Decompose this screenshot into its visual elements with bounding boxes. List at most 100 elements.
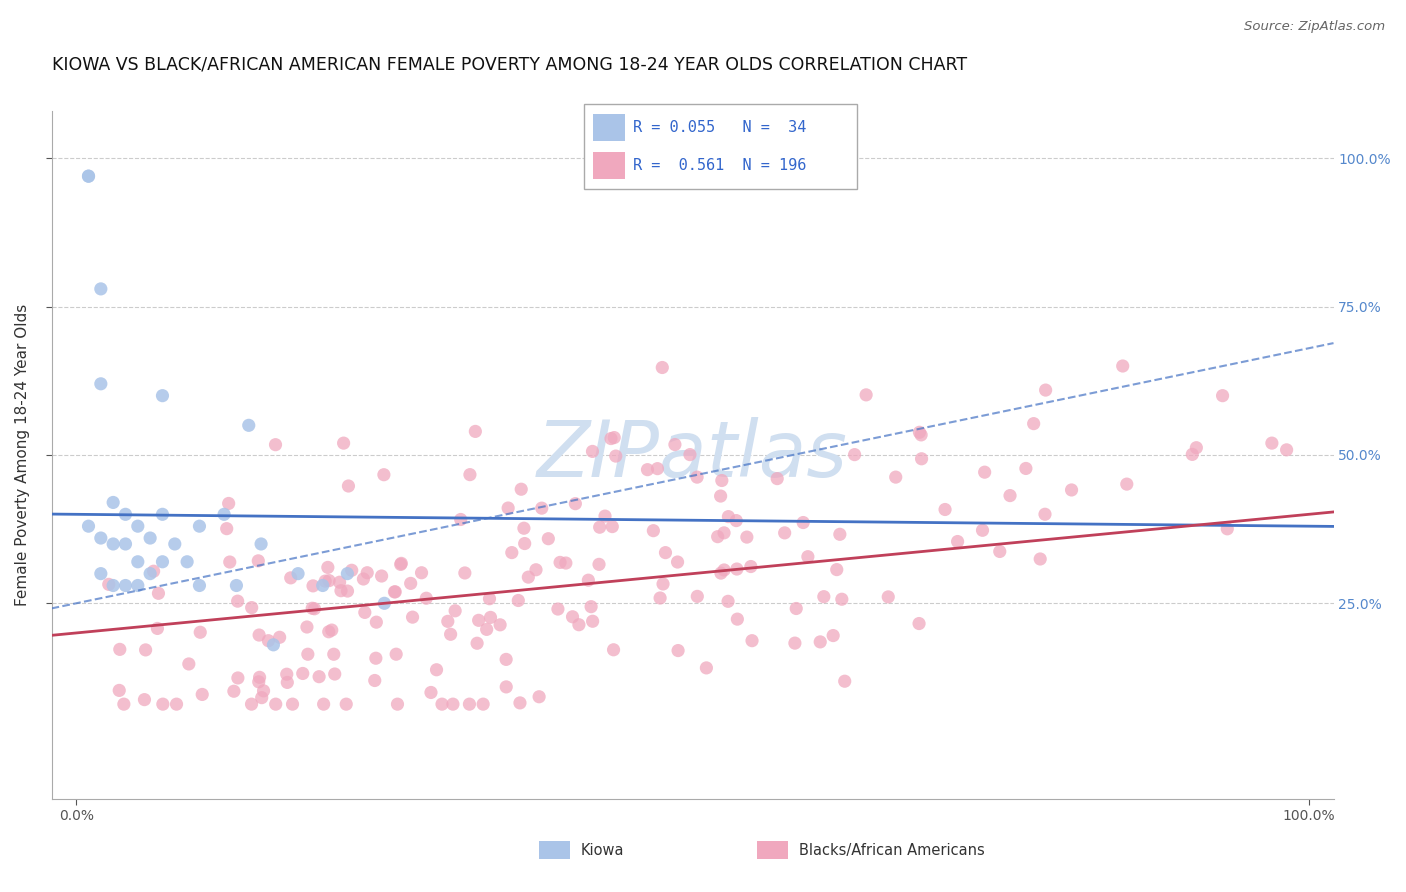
Text: Kiowa: Kiowa bbox=[581, 843, 624, 858]
Point bbox=[766, 472, 789, 486]
Point bbox=[666, 643, 689, 657]
Point bbox=[114, 508, 136, 522]
Point bbox=[269, 630, 291, 644]
Point bbox=[127, 555, 149, 569]
Point bbox=[148, 586, 170, 600]
Point bbox=[364, 673, 387, 688]
Point bbox=[478, 591, 501, 606]
Point bbox=[973, 465, 995, 479]
Point bbox=[415, 591, 437, 606]
Point bbox=[495, 652, 517, 666]
Point bbox=[252, 683, 274, 698]
Point bbox=[322, 647, 344, 661]
Point bbox=[1060, 483, 1083, 497]
Point bbox=[725, 562, 748, 576]
Point bbox=[430, 697, 453, 711]
Point bbox=[495, 680, 517, 694]
Text: ZIPatlas: ZIPatlas bbox=[537, 417, 848, 493]
Point bbox=[152, 697, 174, 711]
Point bbox=[1181, 447, 1204, 461]
Text: KIOWA VS BLACK/AFRICAN AMERICAN FEMALE POVERTY AMONG 18-24 YEAR OLDS CORRELATION: KIOWA VS BLACK/AFRICAN AMERICAN FEMALE P… bbox=[52, 55, 967, 73]
Point bbox=[844, 448, 866, 462]
Point bbox=[176, 555, 198, 569]
Point bbox=[686, 590, 709, 604]
Point bbox=[513, 521, 536, 535]
Text: R =  0.561  N = 196: R = 0.561 N = 196 bbox=[633, 158, 807, 173]
Point bbox=[513, 536, 536, 550]
Point bbox=[411, 566, 433, 580]
Point bbox=[139, 566, 162, 581]
Point bbox=[579, 599, 602, 614]
Point bbox=[439, 627, 461, 641]
Point bbox=[401, 610, 423, 624]
Point bbox=[352, 572, 374, 586]
Point bbox=[250, 690, 273, 705]
Point bbox=[90, 282, 112, 296]
Point bbox=[364, 651, 387, 665]
Point bbox=[797, 549, 820, 564]
Point bbox=[710, 566, 733, 580]
Point bbox=[741, 633, 763, 648]
Point bbox=[336, 584, 359, 599]
Point bbox=[77, 169, 100, 184]
Point bbox=[637, 463, 659, 477]
Point bbox=[834, 674, 856, 689]
Point bbox=[593, 509, 616, 524]
Point bbox=[134, 692, 156, 706]
Point bbox=[1261, 436, 1284, 450]
Point bbox=[101, 495, 124, 509]
Text: Blacks/African Americans: Blacks/African Americans bbox=[799, 843, 984, 858]
Point bbox=[318, 574, 340, 588]
Point bbox=[366, 615, 388, 630]
Point bbox=[652, 577, 675, 591]
Point bbox=[813, 590, 835, 604]
Point bbox=[301, 601, 323, 615]
Point bbox=[330, 583, 353, 598]
Point bbox=[353, 606, 375, 620]
Point bbox=[1033, 508, 1056, 522]
Point bbox=[238, 418, 260, 433]
Point bbox=[908, 616, 931, 631]
Point bbox=[97, 577, 120, 591]
Point bbox=[725, 514, 748, 528]
Point bbox=[735, 530, 758, 544]
Point bbox=[112, 697, 135, 711]
Point bbox=[710, 489, 733, 503]
Point bbox=[648, 591, 671, 605]
Point bbox=[934, 502, 956, 516]
Point bbox=[247, 674, 270, 689]
Point bbox=[564, 497, 586, 511]
Point bbox=[710, 474, 733, 488]
Point bbox=[276, 667, 298, 681]
Point bbox=[508, 593, 530, 607]
Point bbox=[291, 666, 314, 681]
Point bbox=[191, 688, 214, 702]
Point bbox=[336, 566, 359, 581]
Point bbox=[264, 697, 287, 711]
Point bbox=[373, 596, 395, 610]
Point bbox=[146, 622, 169, 636]
Point bbox=[1185, 441, 1208, 455]
Point bbox=[420, 685, 443, 699]
Point bbox=[605, 449, 627, 463]
Point bbox=[114, 537, 136, 551]
Point bbox=[510, 482, 533, 496]
Point bbox=[215, 522, 238, 536]
Point bbox=[356, 566, 378, 580]
Point bbox=[464, 425, 486, 439]
Point bbox=[90, 566, 112, 581]
Point bbox=[988, 544, 1011, 558]
Point bbox=[226, 671, 249, 685]
Point bbox=[647, 461, 669, 475]
Point bbox=[188, 625, 211, 640]
Point bbox=[496, 501, 519, 516]
Point bbox=[257, 633, 280, 648]
Point bbox=[312, 578, 335, 592]
Point bbox=[679, 448, 702, 462]
Point bbox=[600, 432, 623, 446]
Point bbox=[441, 697, 464, 711]
Point bbox=[163, 537, 186, 551]
Point bbox=[425, 663, 447, 677]
Point bbox=[1029, 552, 1052, 566]
Point bbox=[547, 602, 569, 616]
